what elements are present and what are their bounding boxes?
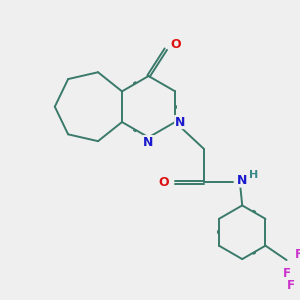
- Text: F: F: [287, 279, 295, 292]
- Text: O: O: [170, 38, 181, 51]
- Text: N: N: [143, 136, 154, 149]
- Text: F: F: [283, 267, 290, 280]
- Text: H: H: [249, 170, 258, 180]
- Text: N: N: [175, 116, 185, 128]
- Text: N: N: [237, 174, 247, 187]
- Text: F: F: [295, 248, 300, 261]
- Text: O: O: [158, 176, 169, 189]
